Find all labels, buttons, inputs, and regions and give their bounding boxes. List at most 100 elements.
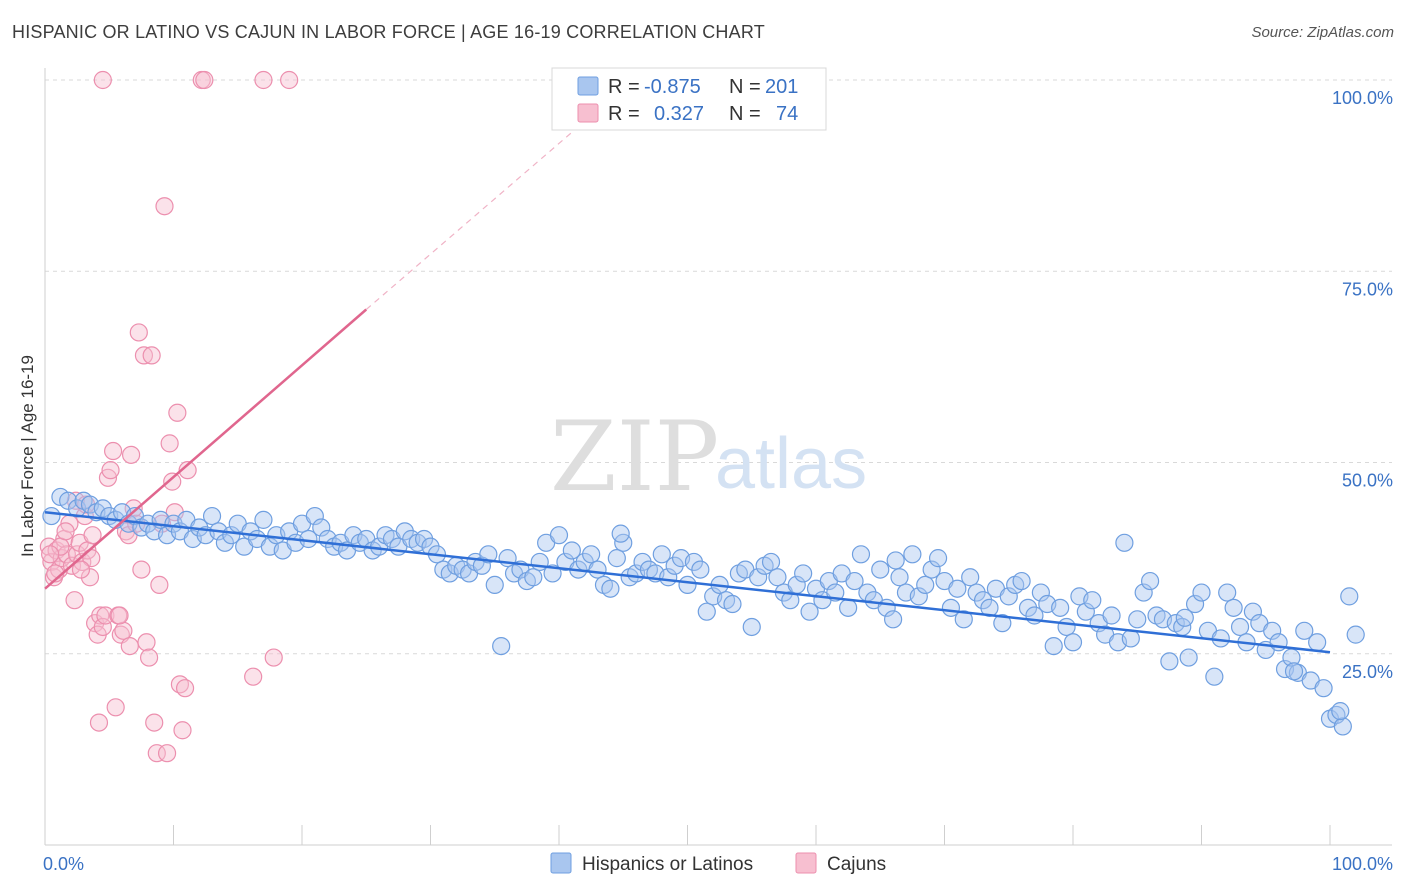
cajuns-point	[145, 713, 164, 732]
hispanics-point	[1012, 571, 1031, 591]
cajuns-point	[65, 591, 84, 610]
hispanics-point	[1140, 571, 1160, 591]
correlation-legend: R = -0.875 N = 201 R = 0.327 N = 74	[551, 67, 827, 131]
bottom-legend-swatch-cajuns	[795, 852, 817, 874]
hispanics-point	[1051, 598, 1070, 617]
cajuns-point	[101, 461, 120, 480]
y-tick-label: 50.0%	[1342, 471, 1393, 491]
hispanics-point	[1083, 591, 1102, 610]
legend-n-label-1: N =	[729, 76, 761, 98]
cajuns-point	[93, 617, 112, 637]
bottom-legend-cajuns: Cajuns	[827, 854, 886, 875]
cajuns-point	[89, 713, 109, 732]
cajuns-point	[56, 522, 75, 541]
legend-swatch-pink	[577, 103, 599, 123]
cajuns-points	[39, 70, 299, 763]
hispanics-trend-line	[44, 510, 1331, 654]
hispanics-point	[993, 614, 1012, 633]
hispanics-point	[1179, 648, 1198, 667]
trend-lines	[44, 98, 1331, 654]
hispanics-point	[928, 549, 948, 568]
hispanics-point	[524, 568, 543, 587]
cajuns-trend-line	[44, 308, 368, 590]
cajuns-point	[110, 606, 129, 625]
hispanics-point	[800, 602, 819, 621]
hispanics-point	[611, 524, 630, 543]
x-tick-label: 100.0%	[1332, 854, 1393, 874]
cajuns-point	[104, 441, 123, 461]
hispanics-point	[723, 594, 742, 614]
cajuns-point	[134, 346, 154, 365]
series-legend: Hispanics or Latinos Cajuns	[550, 852, 886, 875]
hispanics-point	[652, 545, 671, 564]
hispanics-point	[890, 568, 909, 587]
legend-r-value-2: 0.327	[654, 103, 704, 125]
cajuns-point	[147, 744, 166, 763]
legend-n-value-2: 74	[776, 103, 798, 125]
x-tick-labels: 0.0% 100.0%	[43, 854, 1393, 874]
hispanics-point	[549, 526, 569, 545]
cajuns-point	[42, 552, 61, 572]
hispanics-point	[768, 568, 787, 587]
hispanics-point	[781, 591, 800, 610]
hispanics-point	[954, 610, 973, 629]
hispanics-point	[312, 518, 331, 537]
hispanics-point	[1192, 583, 1211, 602]
cajuns-point	[254, 70, 273, 90]
hispanics-point	[601, 579, 620, 598]
hispanics-point	[305, 506, 324, 526]
hispanics-point	[761, 552, 781, 572]
hispanics-point	[254, 510, 273, 529]
hispanics-point	[1333, 717, 1352, 736]
cajuns-point	[195, 70, 214, 90]
cajuns-point	[114, 621, 133, 640]
chart-title: HISPANIC OR LATINO VS CAJUN IN LABOR FOR…	[12, 22, 765, 42]
cajuns-point	[264, 648, 283, 667]
cajuns-point	[178, 461, 197, 480]
hispanics-point	[607, 549, 626, 568]
cajuns-point	[137, 633, 156, 652]
cajuns-point	[41, 545, 60, 564]
hispanics-point	[1128, 610, 1147, 629]
legend-n-value-1: 201	[765, 76, 798, 98]
cajuns-point	[132, 560, 151, 579]
hispanics-point	[1115, 533, 1134, 552]
hispanics-point	[42, 506, 61, 526]
y-tick-labels: 25.0% 50.0% 75.0% 100.0%	[1332, 88, 1393, 682]
hispanics-point	[1044, 636, 1063, 656]
hispanics-point	[492, 636, 511, 656]
cajuns-point	[91, 606, 110, 625]
cajuns-point	[244, 667, 263, 686]
hispanics-point	[1031, 583, 1050, 602]
hispanics-point	[749, 568, 768, 587]
hispanics-point	[678, 575, 697, 595]
legend-n-label-2: N =	[729, 103, 761, 125]
hispanics-point	[851, 545, 871, 564]
hispanics-point	[961, 568, 980, 587]
hispanics-point	[562, 541, 581, 560]
hispanics-point	[479, 545, 498, 564]
watermark-atlas: atlas	[715, 424, 867, 504]
cajuns-point	[175, 679, 195, 698]
cajuns-point	[71, 560, 91, 579]
cajuns-point	[155, 197, 174, 216]
legend-r-value-1: -0.875	[644, 76, 701, 98]
hispanics-point	[1205, 667, 1224, 686]
hispanics-points	[42, 487, 1365, 736]
cajuns-point	[150, 575, 169, 595]
hispanics-point	[903, 545, 922, 564]
hispanics-point	[1230, 617, 1250, 637]
hispanics-point	[948, 579, 967, 598]
hispanics-point	[794, 564, 813, 583]
zipatlas-watermark: ZIP atlas	[550, 401, 867, 513]
watermark-zip: ZIP	[550, 401, 719, 513]
y-tick-label: 75.0%	[1342, 279, 1393, 299]
hispanics-point	[1160, 652, 1179, 671]
hispanics-point	[999, 587, 1018, 606]
hispanics-point	[1134, 583, 1153, 602]
cajuns-point	[66, 491, 85, 510]
hispanics-point	[1121, 629, 1140, 648]
hispanics-point	[1295, 621, 1314, 640]
hispanics-point	[697, 602, 716, 621]
